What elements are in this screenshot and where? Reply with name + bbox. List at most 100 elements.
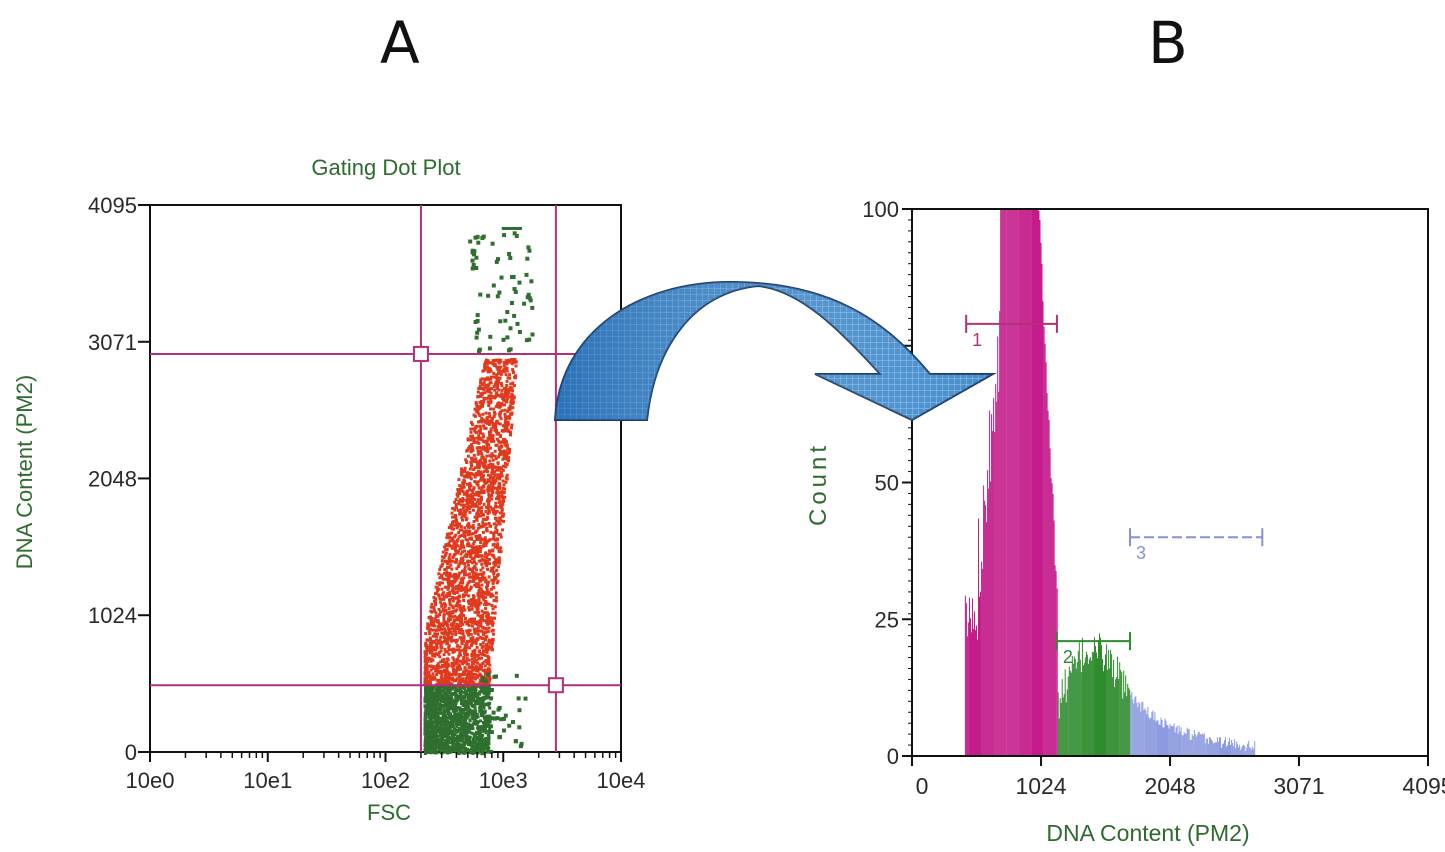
histogram-bar xyxy=(1029,209,1031,756)
scatter-point-green xyxy=(485,714,489,718)
histogram-bar xyxy=(1082,665,1084,756)
scatter-point-red xyxy=(455,539,459,543)
scatter-point-green xyxy=(438,729,442,733)
scatter-point-green xyxy=(426,685,430,689)
scatter-point-red xyxy=(457,664,461,668)
scatter-point-green xyxy=(424,712,427,716)
scatter-point-red xyxy=(470,525,474,529)
scatter-point-red xyxy=(464,593,468,597)
scatter-point-green xyxy=(511,720,515,724)
scatter-point-red xyxy=(489,420,493,424)
scatter-point-red xyxy=(489,530,493,534)
scatter-point-red xyxy=(479,514,482,518)
scatter-point-green xyxy=(447,738,451,742)
histogram-bar xyxy=(1120,669,1122,756)
histogram-bar xyxy=(1085,651,1087,756)
scatter-point-red xyxy=(482,542,486,546)
scatter-point-red xyxy=(477,429,481,433)
scatter-point-red xyxy=(499,452,503,456)
scatter-point-red xyxy=(441,607,445,611)
gate-handle[interactable] xyxy=(547,677,564,694)
histogram-bar xyxy=(970,618,972,756)
scatter-point-red xyxy=(487,394,491,398)
scatter-point-red xyxy=(454,648,458,652)
scatter-point-green xyxy=(480,688,484,691)
scatter-point-green xyxy=(525,295,530,300)
scatter-point-red xyxy=(506,409,510,413)
scatter-point-red xyxy=(471,618,475,622)
scatter-point-red xyxy=(493,563,497,567)
histogram-bar xyxy=(964,595,966,756)
scatter-point-red xyxy=(512,360,516,364)
scatter-point-green xyxy=(433,701,437,705)
gate-handle[interactable] xyxy=(412,345,429,362)
scatter-point-red xyxy=(487,501,491,505)
scatter-point-red xyxy=(470,545,474,549)
x-tick-label: 10e2 xyxy=(361,768,410,793)
scatter-point-green xyxy=(483,679,488,684)
scatter-point-red xyxy=(468,572,472,576)
scatter-point-green xyxy=(430,729,434,733)
scatter-point-red xyxy=(485,618,489,622)
histogram-bar xyxy=(1169,724,1171,756)
scatter-point-red xyxy=(480,557,484,561)
scatter-point-red xyxy=(490,619,494,623)
scatter-point-red xyxy=(482,399,486,403)
scatter-point-red xyxy=(460,638,464,642)
scatter-point-red xyxy=(462,573,466,577)
scatter-point-red xyxy=(481,463,485,467)
scatter-point-green xyxy=(516,696,521,701)
scatter-point-red xyxy=(469,675,473,679)
scatter-point-red xyxy=(447,644,451,648)
scatter-point-red xyxy=(472,438,476,442)
histogram-bar xyxy=(1206,738,1208,756)
scatter-point-red xyxy=(487,602,491,606)
scatter-point-green xyxy=(473,699,477,703)
scatter-point-red xyxy=(466,501,470,505)
histogram-bar xyxy=(1022,209,1024,756)
scatter-point-green xyxy=(449,729,453,733)
scatter-point-green xyxy=(474,733,477,736)
scatter-point-red xyxy=(489,395,493,399)
scatter-point-red xyxy=(501,502,505,506)
scatter-point-green xyxy=(478,709,482,713)
histogram-bar xyxy=(1087,663,1089,756)
histogram-bar xyxy=(1096,652,1098,756)
scatter-point-red xyxy=(470,652,474,656)
scatter-point-green xyxy=(431,741,435,745)
scatter-point-green xyxy=(427,742,431,745)
scatter-point-red xyxy=(476,436,480,440)
scatter-point-green xyxy=(477,729,481,733)
histogram-bar xyxy=(1198,731,1200,756)
scatter-point-green xyxy=(464,701,468,705)
scatter-point-red xyxy=(496,359,500,363)
scatter-point-red xyxy=(497,549,501,553)
scatter-point-red xyxy=(480,562,484,566)
scatter-point-red xyxy=(502,491,506,494)
histogram-bar xyxy=(1219,737,1221,756)
scatter-point-red xyxy=(425,678,429,682)
scatter-point-red xyxy=(473,466,477,470)
histogram-bar xyxy=(1230,744,1232,756)
histogram-bar xyxy=(1051,483,1053,756)
scatter-point-red xyxy=(447,671,451,675)
scatter-point-red xyxy=(469,673,472,676)
scatter-point-green xyxy=(473,714,477,718)
scatter-point-green xyxy=(496,707,501,712)
scatter-point-green xyxy=(441,700,445,704)
scatter-point-red xyxy=(480,453,484,457)
scatter-point-red xyxy=(461,581,465,585)
scatter-point-red xyxy=(485,446,489,450)
scatter-point-green xyxy=(475,744,479,748)
scatter-point-green xyxy=(441,717,444,721)
scatter-point-red xyxy=(478,414,482,418)
scatter-point-red xyxy=(491,581,495,585)
histogram-bar xyxy=(1237,744,1239,756)
scatter-point-red xyxy=(460,499,464,503)
histogram-bar xyxy=(1068,666,1070,756)
scatter-point-red xyxy=(437,594,441,598)
scatter-point-red xyxy=(476,620,480,624)
scatter-point-green xyxy=(428,724,431,728)
scatter-point-red xyxy=(496,384,500,388)
scatter-point-red xyxy=(487,443,491,447)
